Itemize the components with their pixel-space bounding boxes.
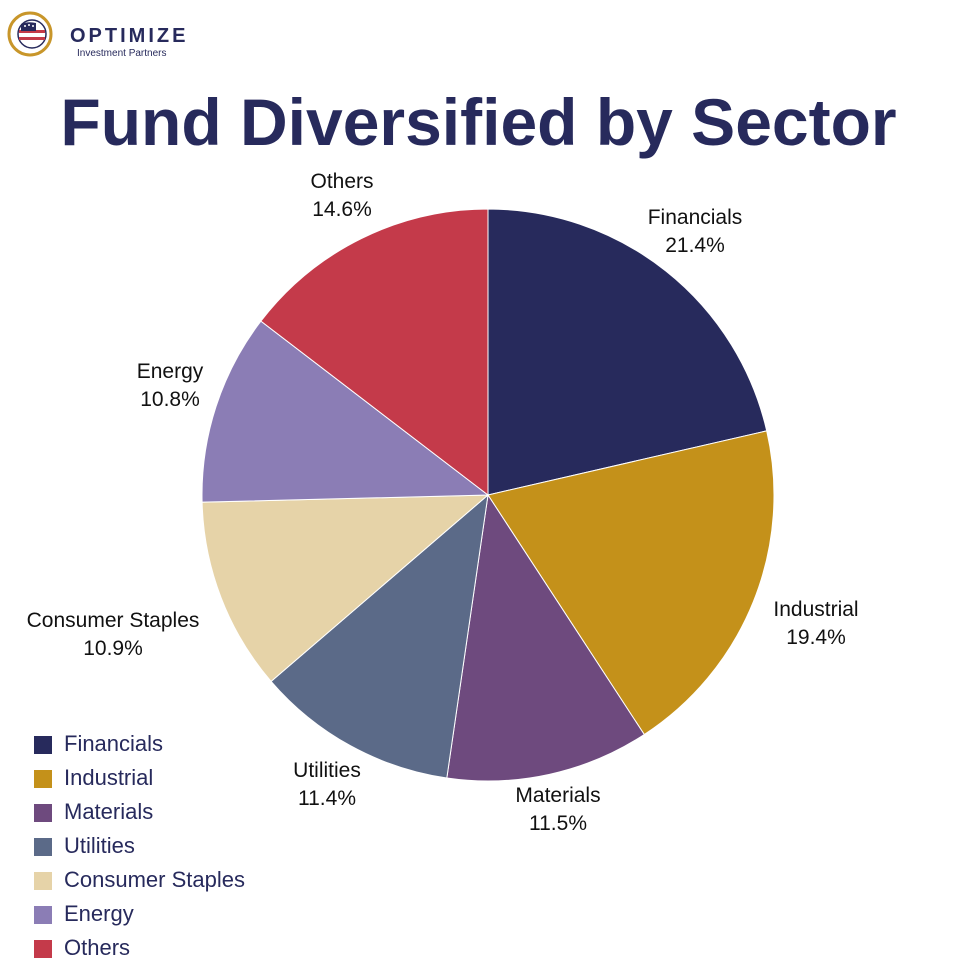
pie-slice-utilities [270,493,489,779]
slice-value-energy: 10.8% [140,388,200,411]
slice-value-consumer-staples: 10.9% [83,637,143,660]
pie-slice-consumer-staples [201,494,490,683]
legend-label: Utilities [64,833,135,858]
legend-label: Consumer Staples [64,867,245,892]
slice-value-utilities: 11.4% [298,787,356,810]
slice-label-others: Others [310,170,373,193]
legend-label: Industrial [64,765,154,790]
slice-value-others: 14.6% [312,198,372,221]
slice-label-materials: Materials [515,784,600,807]
pie-slices [201,208,775,782]
slice-labels: Financials 21.4% Industrial 19.4% Materials 1… [27,170,859,835]
legend-swatch [34,838,52,856]
legend-swatch [34,940,52,958]
legend-swatch [34,736,52,754]
pie-slice-materials [446,493,645,782]
legend-label: Energy [64,901,134,926]
legend-label: Materials [64,799,154,824]
legend-label: Financials [64,731,164,756]
pie-slice-others [260,208,489,497]
legend-swatch [34,770,52,788]
legend-swatch [34,906,52,924]
legend-label: Others [64,935,131,960]
slice-label-utilities: Utilities [293,759,361,782]
chart-title: Fund Diversified by Sector [60,85,897,159]
legend-swatch [34,872,52,890]
slice-value-financials: 21.4% [665,234,725,257]
brand-header: OPTIMIZE Investment Partners [6,10,206,59]
flag-globe-icon [7,11,53,57]
slice-label-energy: Energy [137,360,204,383]
slice-label-consumer-staples: Consumer Staples [27,609,200,632]
brand-name: OPTIMIZE [70,25,189,47]
pie-slice-industrial [487,430,775,736]
slice-label-financials: Financials [648,206,743,229]
pie-slice-financials [487,208,768,496]
slice-value-industrial: 19.4% [786,626,846,649]
brand-subtitle: Investment Partners [77,48,167,59]
pie-slice-energy [201,320,490,503]
slice-label-industrial: Industrial [773,598,858,621]
legend-swatch [34,804,52,822]
slice-value-materials: 11.5% [529,812,587,835]
